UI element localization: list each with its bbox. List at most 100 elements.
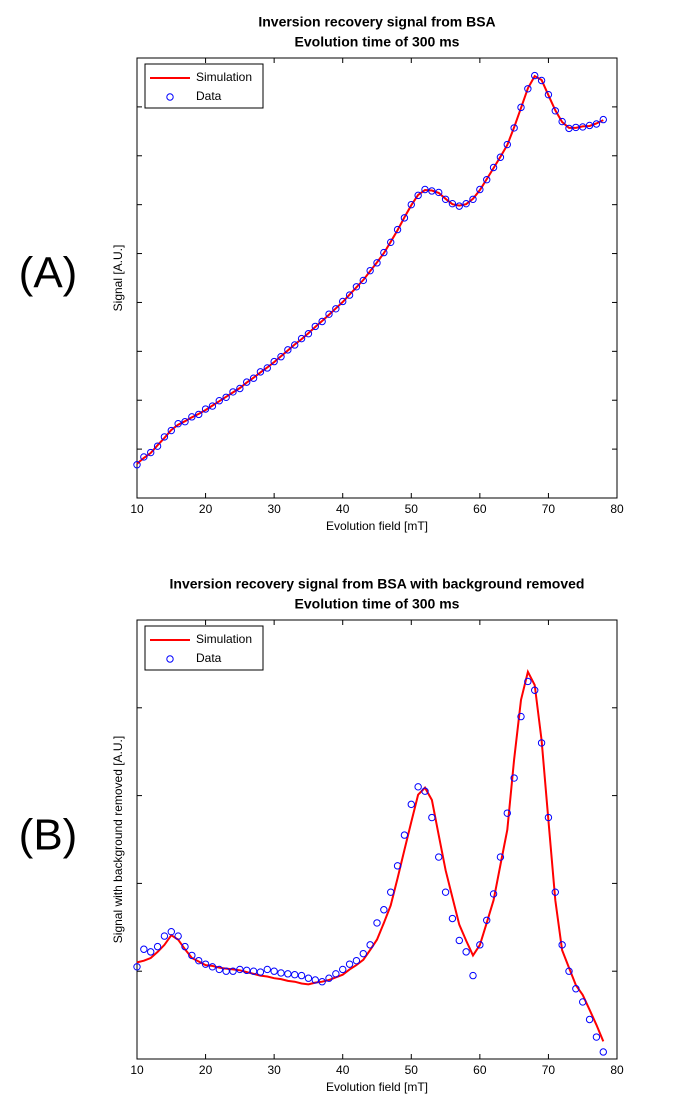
legend-label: Simulation [196, 632, 252, 646]
data-point [592, 1033, 601, 1041]
data-point [277, 353, 285, 361]
data-point [585, 121, 594, 130]
data-point [565, 967, 573, 975]
data-point [510, 124, 518, 132]
data-point [256, 968, 265, 976]
legend-box [144, 625, 264, 671]
x-tick-label: 20 [199, 1063, 213, 1077]
data-point [318, 978, 326, 986]
data-point [311, 322, 319, 331]
data-point [448, 199, 457, 208]
data-point [400, 214, 409, 222]
data-point [592, 120, 601, 128]
x-tick-label: 70 [542, 502, 556, 516]
data-point [400, 831, 409, 839]
x-tick-label: 40 [336, 502, 350, 516]
data-point [160, 932, 169, 940]
data-point [572, 985, 580, 993]
data-point [503, 809, 511, 817]
data-point [304, 330, 313, 338]
x-tick-label: 30 [267, 1063, 281, 1077]
data-point [339, 965, 347, 974]
data-point [181, 942, 189, 951]
data-point [201, 960, 210, 968]
x-tick-label: 80 [610, 502, 624, 516]
data-point [270, 967, 278, 975]
data-point [153, 442, 162, 450]
data-point [579, 998, 587, 1006]
data-point [201, 405, 210, 413]
data-point [441, 888, 450, 896]
data-point [414, 783, 422, 791]
data-point [345, 960, 354, 968]
data-point [249, 967, 258, 975]
data-point [489, 163, 498, 172]
data-point [352, 283, 361, 291]
data-point [359, 276, 367, 285]
data-point [469, 971, 477, 980]
data-point [215, 965, 223, 974]
data-point [339, 297, 347, 306]
data-point [531, 71, 539, 80]
data-point [455, 202, 463, 210]
data-point [222, 393, 230, 401]
data-point [359, 949, 367, 958]
data-point [352, 956, 361, 965]
data-point [325, 310, 333, 318]
data-point [167, 927, 175, 936]
data-point [551, 888, 559, 896]
x-tick-label: 70 [542, 1063, 556, 1077]
data-point [599, 1048, 607, 1056]
y-axis-label: Signal [A.U.] [111, 245, 125, 312]
data-point [565, 124, 573, 133]
data-point [544, 90, 553, 99]
data-point [147, 448, 155, 457]
legend-marker [166, 93, 174, 101]
data-point [476, 941, 484, 949]
chart-subtitle: Evolution time of 300 ms [295, 34, 460, 50]
data-point [133, 963, 141, 971]
data-point [428, 813, 436, 822]
data-point [270, 357, 278, 366]
x-tick-label: 60 [473, 502, 487, 516]
x-tick-label: 50 [405, 502, 419, 516]
data-point [153, 942, 162, 951]
data-point [579, 123, 587, 131]
legend-label: Data [196, 651, 222, 665]
data-point [304, 974, 313, 982]
data-point [236, 965, 244, 974]
data-point [421, 787, 429, 795]
data-point [448, 914, 457, 923]
data-point [243, 378, 251, 386]
data-point [366, 941, 374, 949]
data-point [229, 967, 237, 975]
data-point [441, 195, 450, 203]
data-point [249, 374, 258, 382]
data-point [407, 200, 415, 209]
data-point [208, 963, 217, 971]
x-axis-label: Evolution field [mT] [326, 519, 428, 533]
chart-subtitle: Evolution time of 300 ms [295, 596, 460, 612]
data-point [503, 140, 511, 149]
data-point [147, 948, 155, 956]
data-point [544, 813, 553, 822]
data-point [277, 969, 285, 977]
data-point [421, 185, 429, 194]
data-point [407, 800, 415, 809]
x-tick-label: 80 [610, 1063, 624, 1077]
data-point [483, 916, 491, 924]
data-point [373, 259, 381, 267]
data-point [489, 890, 498, 898]
data-point [469, 195, 477, 203]
data-point [311, 976, 319, 984]
data-point [414, 191, 422, 200]
y-axis-label: Signal with background removed [A.U.] [111, 736, 125, 943]
data-point [167, 426, 175, 435]
data-point [243, 966, 251, 975]
data-point [174, 419, 182, 428]
data-point [215, 397, 223, 405]
data-point [537, 76, 546, 85]
data-point [537, 739, 546, 747]
data-point [393, 862, 402, 870]
